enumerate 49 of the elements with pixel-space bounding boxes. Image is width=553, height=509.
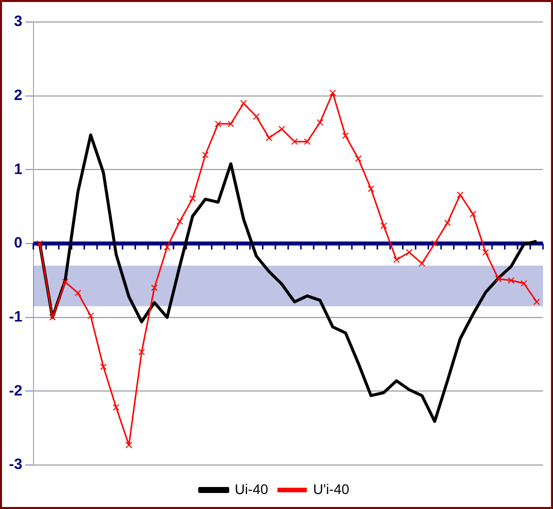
- legend-label: Ui-40: [234, 480, 268, 497]
- point: [482, 249, 489, 256]
- point: [354, 155, 362, 162]
- point: [533, 298, 540, 306]
- point: [240, 100, 247, 107]
- point: [291, 138, 298, 145]
- legend-label: U'i-40: [313, 480, 350, 497]
- point: [418, 260, 426, 267]
- point: [189, 195, 196, 202]
- y-tick-label: -2: [8, 382, 22, 400]
- point: [329, 90, 336, 96]
- y-tick-label: 0: [14, 234, 22, 252]
- point: [342, 132, 349, 140]
- point: [74, 290, 82, 296]
- point: [368, 186, 374, 192]
- point: [100, 363, 107, 370]
- point: [252, 113, 260, 120]
- point: [138, 348, 145, 356]
- point: [456, 191, 464, 198]
- point: [151, 284, 158, 292]
- point: [508, 277, 514, 284]
- point: [164, 244, 170, 251]
- point: [112, 404, 120, 411]
- point: [444, 220, 451, 226]
- point: [520, 280, 528, 287]
- point: [202, 152, 209, 158]
- point: [304, 138, 311, 145]
- point: [36, 240, 44, 247]
- point: [266, 134, 272, 142]
- point: [393, 256, 400, 264]
- y-tick-label: 2: [14, 86, 22, 104]
- point: [228, 120, 234, 128]
- point: [380, 222, 388, 230]
- point: [49, 314, 56, 321]
- y-tick-label: 1: [14, 160, 22, 178]
- point: [126, 442, 132, 448]
- point: [214, 120, 222, 128]
- point: [316, 119, 324, 126]
- point: [62, 278, 69, 286]
- point: [470, 210, 476, 218]
- y-tick-label: -3: [8, 456, 22, 474]
- point: [431, 240, 438, 247]
- point: [406, 249, 413, 256]
- point: [176, 218, 184, 225]
- y-tick-label: 3: [14, 13, 22, 30]
- point: [495, 276, 502, 282]
- point: [87, 312, 94, 320]
- y-tick-label: -1: [8, 308, 22, 326]
- point: [278, 126, 286, 132]
